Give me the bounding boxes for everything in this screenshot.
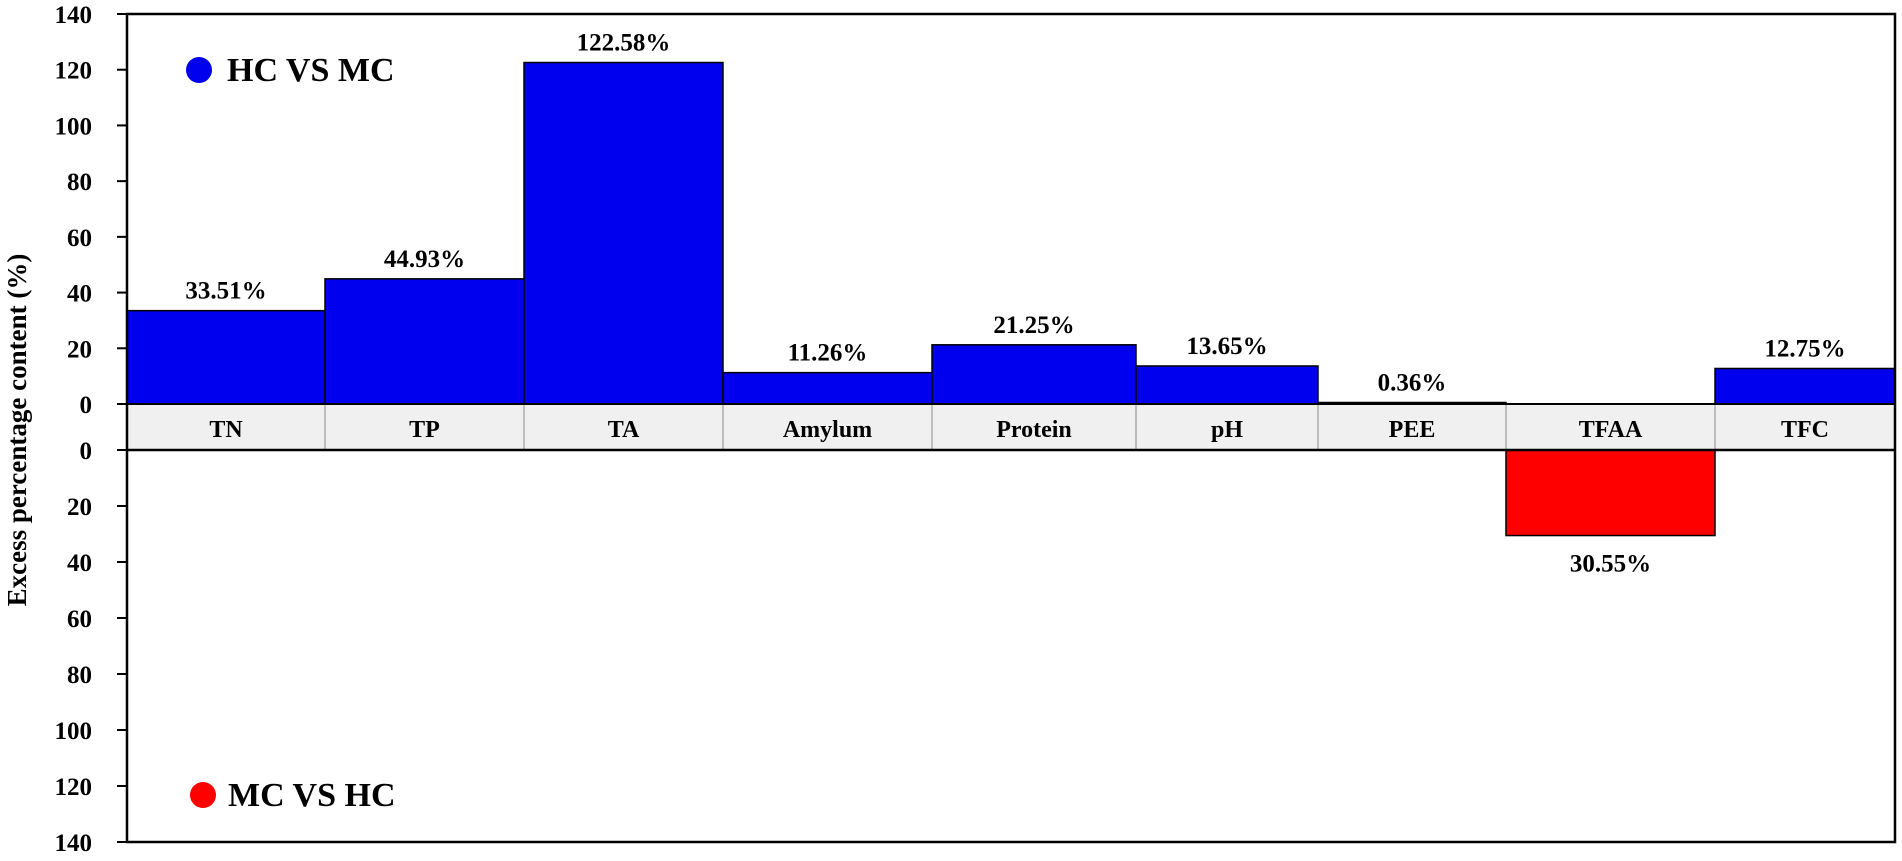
value-label: 12.75% bbox=[1764, 335, 1845, 362]
plot-frame bbox=[125, 12, 1897, 844]
y-tick-label: 80 bbox=[67, 169, 92, 196]
bar-amylum bbox=[722, 371, 933, 405]
legend-label-hc-vs-mc: HC VS MC bbox=[227, 52, 395, 89]
category-band bbox=[127, 404, 1895, 450]
y-tick-label: 120 bbox=[55, 58, 93, 85]
y-axis-label: Excess percentage content (%) bbox=[2, 254, 32, 607]
legend-marker-mc-vs-hc bbox=[190, 782, 216, 808]
y-tick-label: 140 bbox=[55, 2, 93, 29]
bar-tfc bbox=[1714, 367, 1896, 405]
category-label: TP bbox=[409, 417, 440, 443]
category-label: TFC bbox=[1781, 417, 1829, 443]
category-label: TA bbox=[608, 417, 640, 443]
y-tick-label: 20 bbox=[67, 336, 92, 363]
y-tick-label: 40 bbox=[67, 281, 92, 308]
y-tick-label: 100 bbox=[55, 113, 93, 140]
legend-marker-hc-vs-mc bbox=[186, 57, 212, 83]
y-tick-label: 0 bbox=[80, 438, 93, 465]
bar-tfaa-negative bbox=[1505, 449, 1716, 537]
category-label: pH bbox=[1211, 417, 1243, 443]
value-label: 11.26% bbox=[788, 340, 868, 367]
value-label: 21.25% bbox=[993, 312, 1074, 339]
bar-tn bbox=[126, 309, 326, 405]
y-tick-label: 20 bbox=[67, 494, 92, 521]
y-tick-label: 60 bbox=[67, 606, 92, 633]
y-tick-label: 60 bbox=[67, 225, 92, 252]
bar-ph bbox=[1135, 365, 1319, 405]
legend-label-mc-vs-hc: MC VS HC bbox=[228, 777, 396, 814]
bar-tp bbox=[324, 278, 525, 405]
value-label: 13.65% bbox=[1186, 333, 1267, 360]
category-label: TN bbox=[209, 417, 243, 443]
y-tick-label: 80 bbox=[67, 662, 92, 689]
bar-ta bbox=[523, 61, 724, 405]
category-label: PEE bbox=[1389, 417, 1436, 443]
value-label: 0.36% bbox=[1378, 370, 1447, 397]
category-label: Protein bbox=[996, 417, 1072, 443]
y-tick-label: 120 bbox=[55, 774, 93, 801]
value-label: 122.58% bbox=[577, 30, 671, 57]
y-tick-label: 0 bbox=[80, 392, 93, 419]
category-label: Amylum bbox=[783, 417, 872, 443]
value-label: 44.93% bbox=[384, 246, 465, 273]
y-tick-label: 140 bbox=[55, 830, 93, 857]
value-label: 30.55% bbox=[1570, 551, 1651, 578]
category-label: TFAA bbox=[1579, 417, 1643, 443]
bar-protein bbox=[931, 344, 1137, 405]
y-tick-label: 40 bbox=[67, 550, 92, 577]
y-tick-label: 100 bbox=[55, 718, 93, 745]
value-label: 33.51% bbox=[185, 278, 266, 305]
